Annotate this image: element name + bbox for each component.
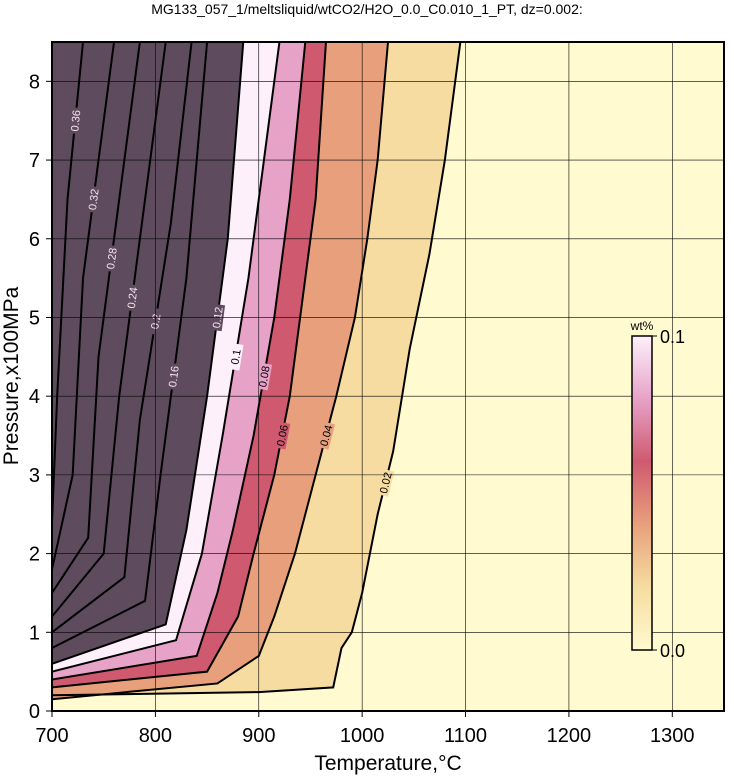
x-tick-label: 700 [35, 725, 68, 747]
contour-label-bg [227, 343, 244, 371]
contour-label: 0.24 [126, 287, 141, 310]
colorbar [631, 335, 653, 651]
contour-label: 0.08 [257, 365, 273, 388]
contour-label-bg [316, 421, 336, 450]
contour-line [52, 42, 141, 594]
axes: 700 800 900 1000 1100 1200 1300 0 1 2 3 4 5 6 7 8 wt% 0.0… [29, 41, 725, 747]
contour-label: 0.36 [69, 110, 83, 132]
contour-line [52, 42, 307, 681]
x-tick-label: 800 [139, 725, 172, 747]
contour-label: 0.32 [87, 188, 102, 211]
contour-fill [52, 42, 84, 523]
contour-label-bg [68, 107, 83, 135]
x-tick-label: 1100 [444, 725, 487, 747]
contour-label-bg [85, 185, 101, 214]
chart-title: MG133_057_1/meltsliquid/wtCO2/H2O_0.0_C0… [151, 1, 583, 17]
contour-label: 0.02 [378, 471, 395, 495]
y-tick-label: 7 [29, 150, 40, 172]
x-tick-label: 1300 [650, 725, 695, 747]
contour-label: 0.04 [318, 424, 335, 448]
plot-frame [51, 41, 725, 712]
colorbar-tick-label: 0.1 [660, 327, 685, 347]
y-tick-label: 1 [29, 622, 40, 644]
contour-label-bg [273, 421, 291, 450]
colorbar-tick-label: 0.0 [660, 641, 685, 661]
y-tick-label: 0 [29, 701, 40, 723]
contour-label-bg [103, 244, 120, 273]
contour-label: 0.28 [105, 247, 120, 270]
y-tick-label: 3 [29, 465, 40, 487]
plot-area: 0.020.040.060.080.10.120.160.20.240.280.… [52, 42, 724, 711]
contour-line [52, 42, 245, 665]
y-tick-label: 6 [29, 229, 40, 251]
contour-label: 0.06 [275, 424, 291, 447]
x-axis-label: Temperature,°C [314, 752, 461, 775]
contour-line [52, 42, 116, 570]
contour-label-bg [255, 362, 273, 391]
y-tick-label: 8 [29, 71, 40, 93]
x-tick-label: 1200 [547, 725, 592, 747]
contour-label-bg [165, 362, 182, 391]
y-tick-label: 4 [29, 386, 40, 408]
colorbar-label: wt% [630, 319, 654, 333]
contour-line [52, 42, 193, 634]
x-tick-label: 900 [242, 725, 275, 747]
contour-label: 0.16 [167, 365, 182, 388]
y-tick-label: 5 [29, 307, 40, 329]
contour-label: 0.2 [149, 313, 163, 330]
contour-label: 0.1 [229, 348, 243, 365]
y-axis-label: Pressure,x100MPa [0, 286, 23, 465]
y-tick-label: 2 [29, 544, 40, 566]
x-tick-label: 1000 [340, 725, 385, 747]
contour-label-bg [376, 468, 395, 497]
contour-label-bg [124, 284, 140, 312]
